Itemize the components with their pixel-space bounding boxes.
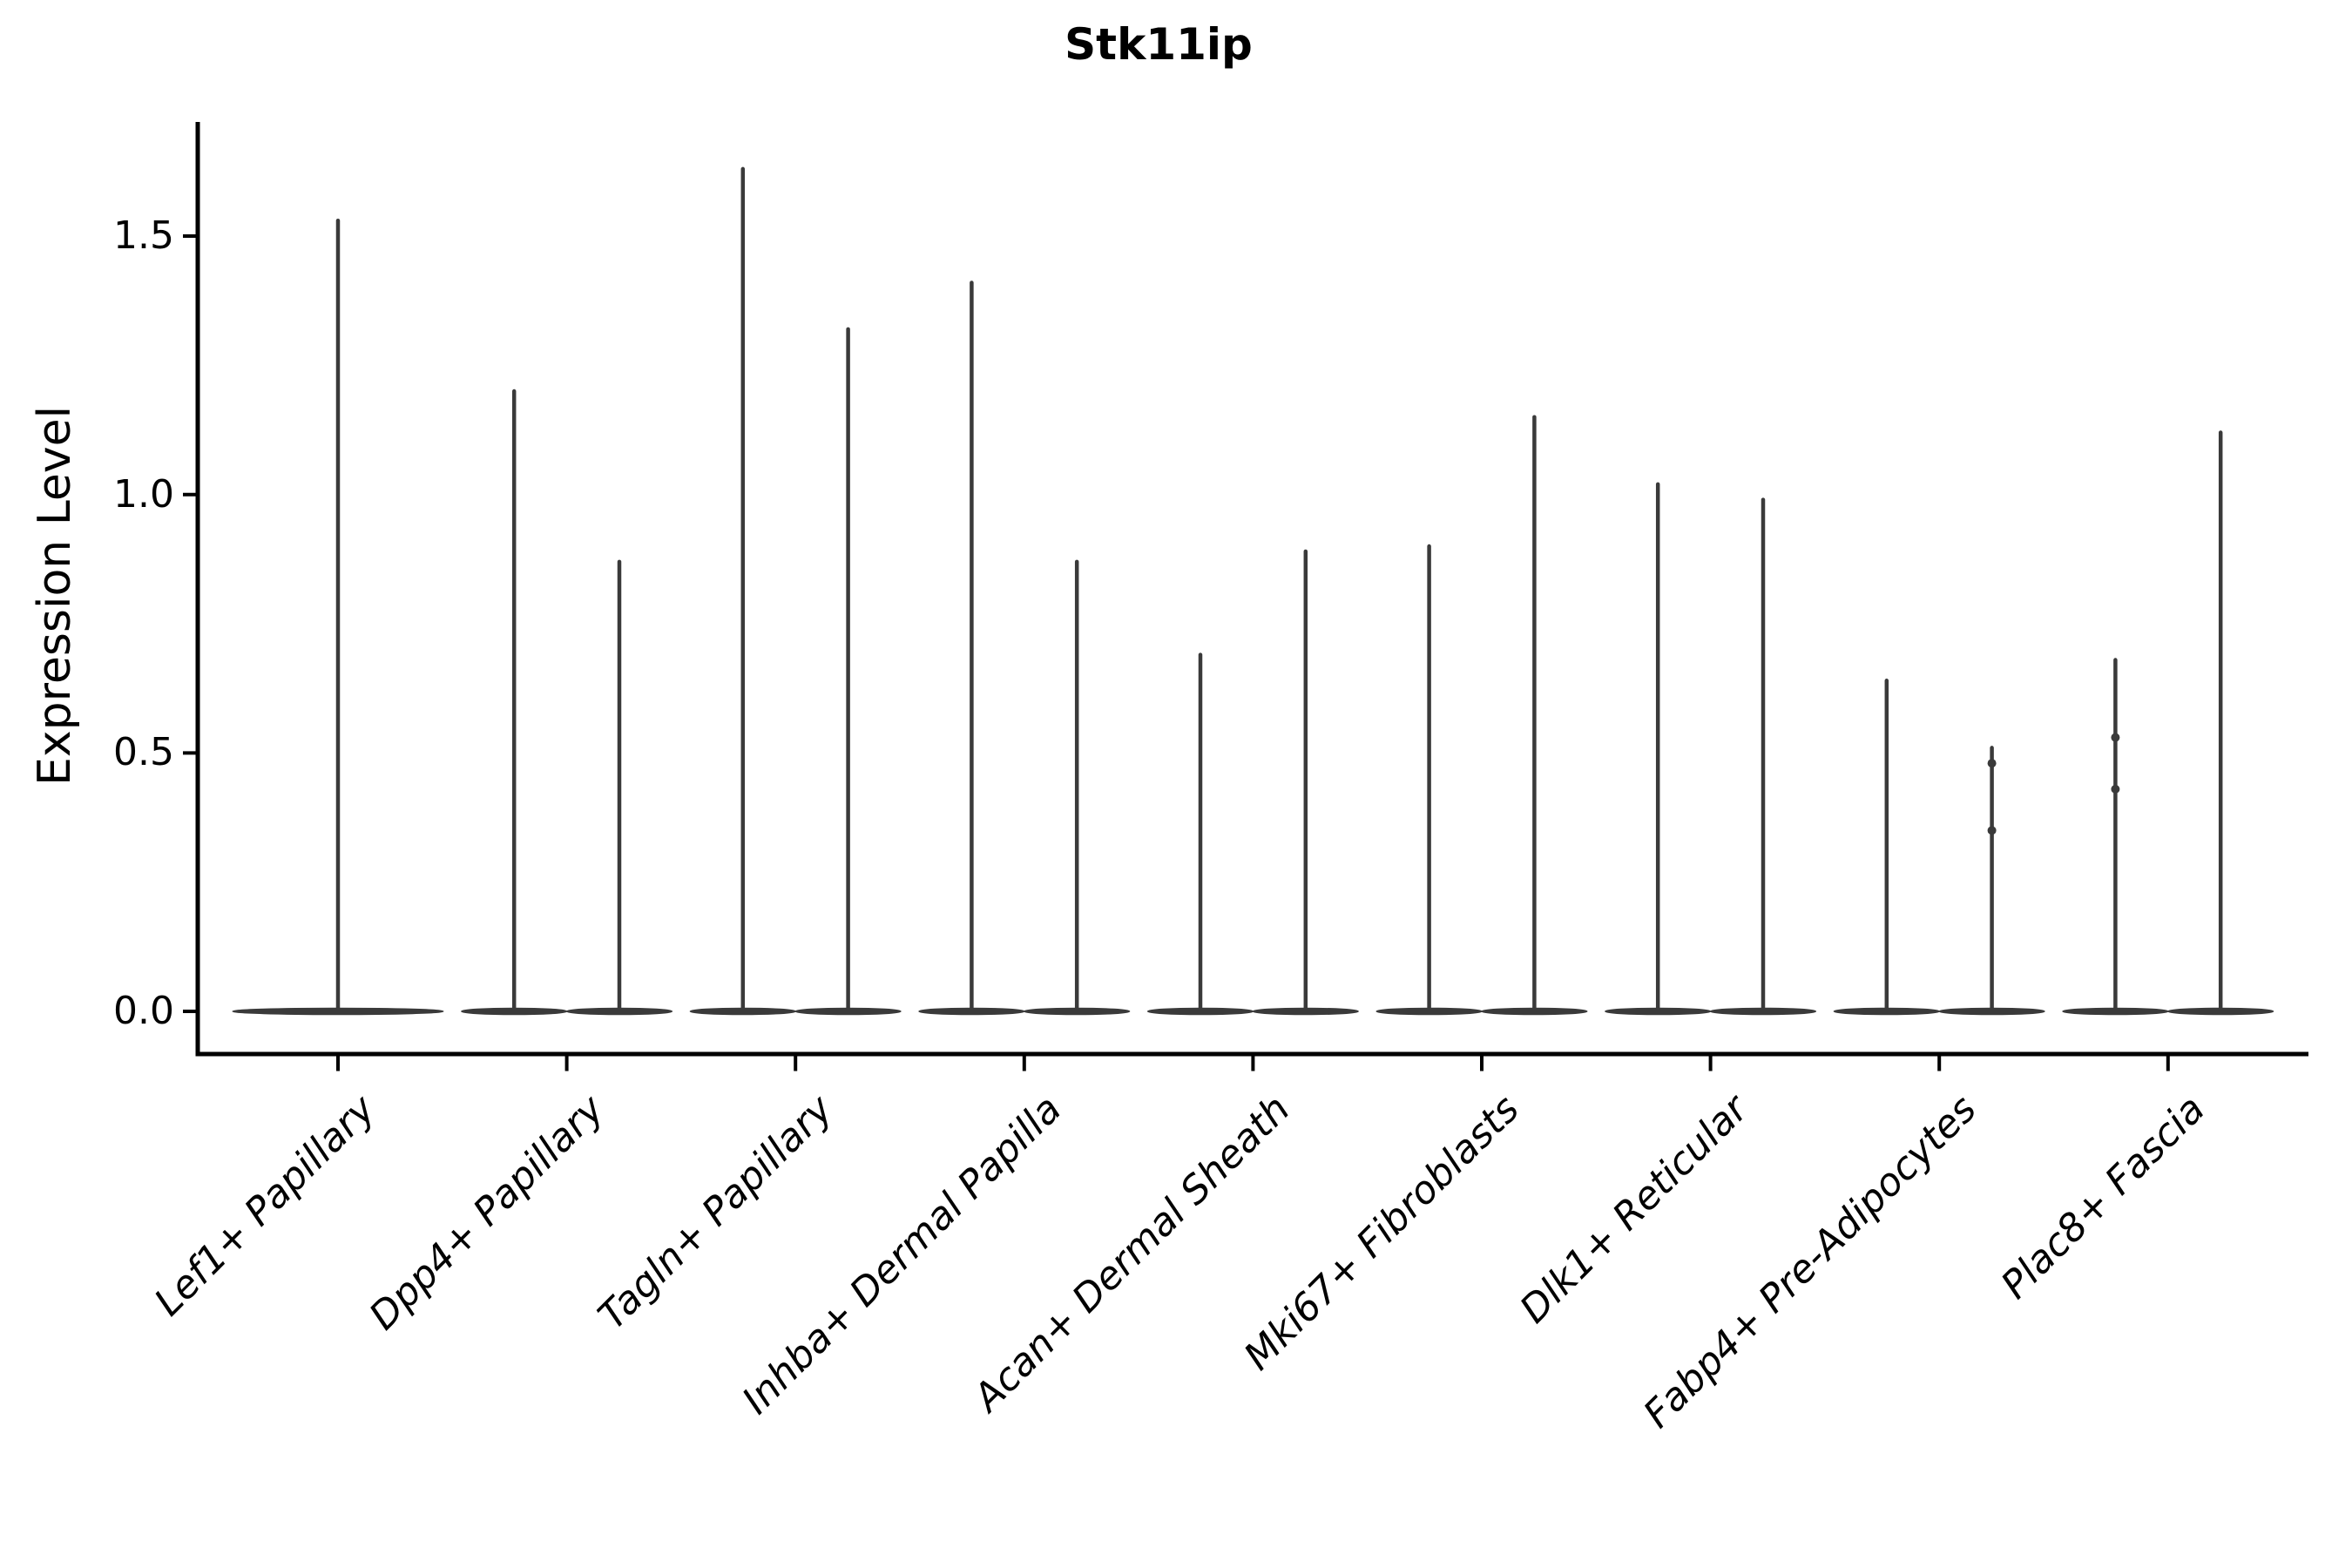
y-tick-label-0.5: 0.5	[113, 730, 174, 775]
y-tick-label-0.0: 0.0	[113, 989, 174, 1033]
violin-outlier-dot	[2111, 784, 2120, 794]
violin-outlier-dot	[1987, 826, 1997, 835]
y-tick-label-1.0: 1.0	[113, 471, 174, 517]
y-tick-label-1.5: 1.5	[113, 213, 174, 259]
violin-outlier-dot	[2111, 733, 2120, 742]
chart-title: Stk11ip	[1064, 19, 1253, 70]
violin-outlier-dot	[1987, 759, 1997, 768]
